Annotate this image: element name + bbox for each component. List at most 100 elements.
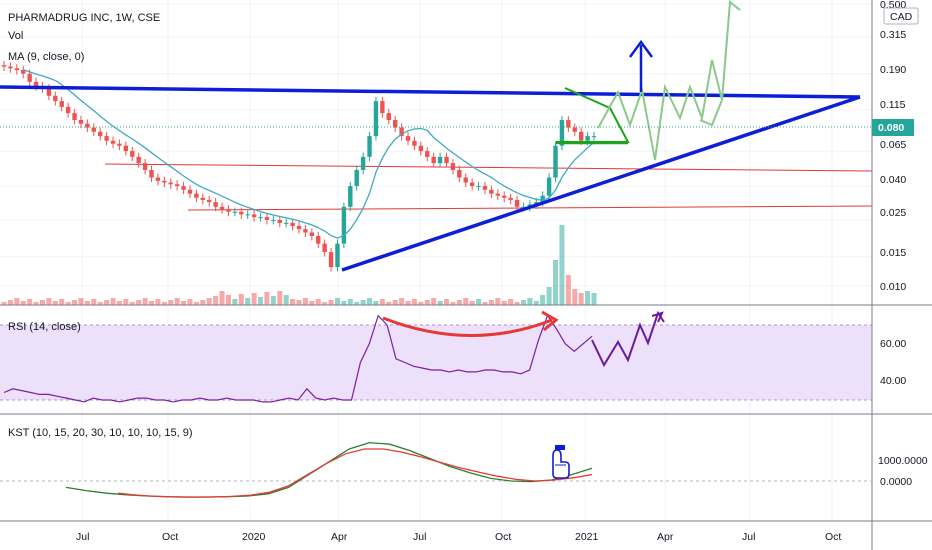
- support-trendline[interactable]: [341, 95, 861, 272]
- candle-body: [354, 169, 359, 187]
- time-tick: 2021: [575, 531, 599, 543]
- kst-signal-line: [117, 448, 593, 498]
- volume-bar: [309, 301, 315, 305]
- candle-body: [168, 182, 173, 185]
- resistance-trendline[interactable]: [0, 85, 861, 99]
- candle-body: [27, 73, 32, 82]
- candle-body: [380, 101, 385, 114]
- currency-label: CAD: [890, 11, 913, 23]
- volume-bar: [514, 302, 520, 305]
- level-line-upper[interactable]: [104, 163, 873, 172]
- time-tick: Oct: [495, 531, 511, 543]
- candle-body: [72, 113, 77, 121]
- candle-body: [8, 66, 13, 69]
- vertical-grid: [81, 0, 833, 521]
- volume-bar: [136, 300, 142, 305]
- volume-bar: [520, 300, 526, 305]
- volume-bar: [296, 300, 302, 305]
- volume-bar: [424, 300, 430, 305]
- candle-body: [219, 206, 225, 210]
- volume-bar: [161, 302, 167, 305]
- volume-bar: [78, 298, 84, 305]
- rsi-divergence-arrow[interactable]: [382, 316, 553, 337]
- candle-body: [482, 186, 488, 190]
- candle-body: [1, 65, 7, 67]
- candle-body: [251, 214, 257, 218]
- candle-body: [245, 214, 250, 216]
- volume-bar: [392, 300, 398, 305]
- volume-bar: [341, 301, 347, 305]
- volume-bar: [444, 299, 449, 305]
- volume-bar: [437, 301, 443, 305]
- rsi-projection-path[interactable]: [591, 310, 665, 368]
- candle-body: [540, 195, 545, 203]
- volume-bar: [168, 300, 174, 305]
- time-tick: Jul: [76, 531, 89, 543]
- volume-bar: [27, 299, 33, 305]
- candle-body: [296, 225, 302, 230]
- candle-body: [117, 143, 122, 146]
- candle-body: [271, 219, 276, 221]
- candle-body: [322, 243, 327, 253]
- kst-indicator-label[interactable]: KST (10, 15, 20, 30, 10, 10, 10, 15, 9): [8, 427, 192, 439]
- volume-bar: [213, 296, 219, 305]
- ma-indicator-label[interactable]: MA (9, close, 0): [8, 51, 84, 63]
- candle-body: [187, 189, 193, 194]
- candle-body: [386, 113, 391, 121]
- volume-bar: [347, 299, 353, 305]
- candle-body: [348, 186, 353, 207]
- ma-line: [22, 68, 595, 239]
- volume-bar: [97, 302, 103, 305]
- candle-body: [591, 136, 597, 138]
- candle-body: [130, 151, 135, 157]
- volume-bar: [591, 293, 597, 305]
- candle-body: [469, 182, 475, 187]
- candle-body: [585, 136, 590, 141]
- rsi-indicator-label[interactable]: RSI (14, close): [8, 321, 81, 333]
- volume-bar: [181, 301, 187, 305]
- candle-body: [418, 145, 424, 152]
- rsi-projection-arrowhead: [651, 311, 664, 323]
- candle-body: [392, 120, 398, 128]
- volume-bar: [585, 291, 591, 305]
- rsi-divergence-arrowhead: [541, 310, 559, 332]
- volume-bar: [488, 300, 494, 305]
- volume-bar: [149, 301, 154, 305]
- candle-body: [136, 156, 141, 164]
- candle-body: [78, 120, 84, 124]
- time-tick: Oct: [825, 531, 841, 543]
- time-axis[interactable]: Jul Oct 2020 Apr Jul Oct 2021 Apr Jul Oc…: [76, 531, 841, 543]
- volume-bar: [7, 300, 13, 305]
- candle-body: [181, 186, 186, 190]
- chart-title[interactable]: PHARMADRUG INC, 1W, CSE: [8, 12, 160, 24]
- candle-body: [283, 222, 289, 224]
- price-tick: 0.190: [880, 64, 906, 76]
- volume-bar: [315, 299, 321, 305]
- candle-body: [572, 127, 577, 132]
- candle-body: [155, 177, 161, 181]
- rsi-band: [0, 325, 872, 400]
- volume-bar: [238, 294, 244, 305]
- price-axis[interactable]: 0.500 0.315 0.190 0.115 0.065 0.040 0.02…: [880, 0, 906, 293]
- price-tick: 0.015: [880, 247, 906, 259]
- vol-indicator-label[interactable]: Vol: [8, 30, 23, 42]
- candle-body: [578, 131, 584, 141]
- volume-bar: [360, 300, 366, 305]
- volume-bar: [129, 302, 135, 305]
- candle-body: [200, 197, 206, 200]
- volume-bar: [14, 298, 20, 305]
- volume-bar: [411, 299, 417, 305]
- volume-bar: [379, 299, 385, 305]
- volume-bar: [206, 298, 212, 305]
- candle-body: [162, 180, 167, 183]
- currency-badge[interactable]: CAD: [883, 7, 919, 25]
- time-tick: 2020: [242, 531, 266, 543]
- candle-body: [232, 211, 238, 213]
- candle-body: [258, 217, 263, 219]
- volume-bar: [328, 300, 334, 305]
- kst-tick: 1000.0000: [878, 455, 928, 467]
- candle-body: [425, 151, 430, 157]
- volume-bar: [193, 302, 199, 305]
- candle-body: [463, 177, 468, 183]
